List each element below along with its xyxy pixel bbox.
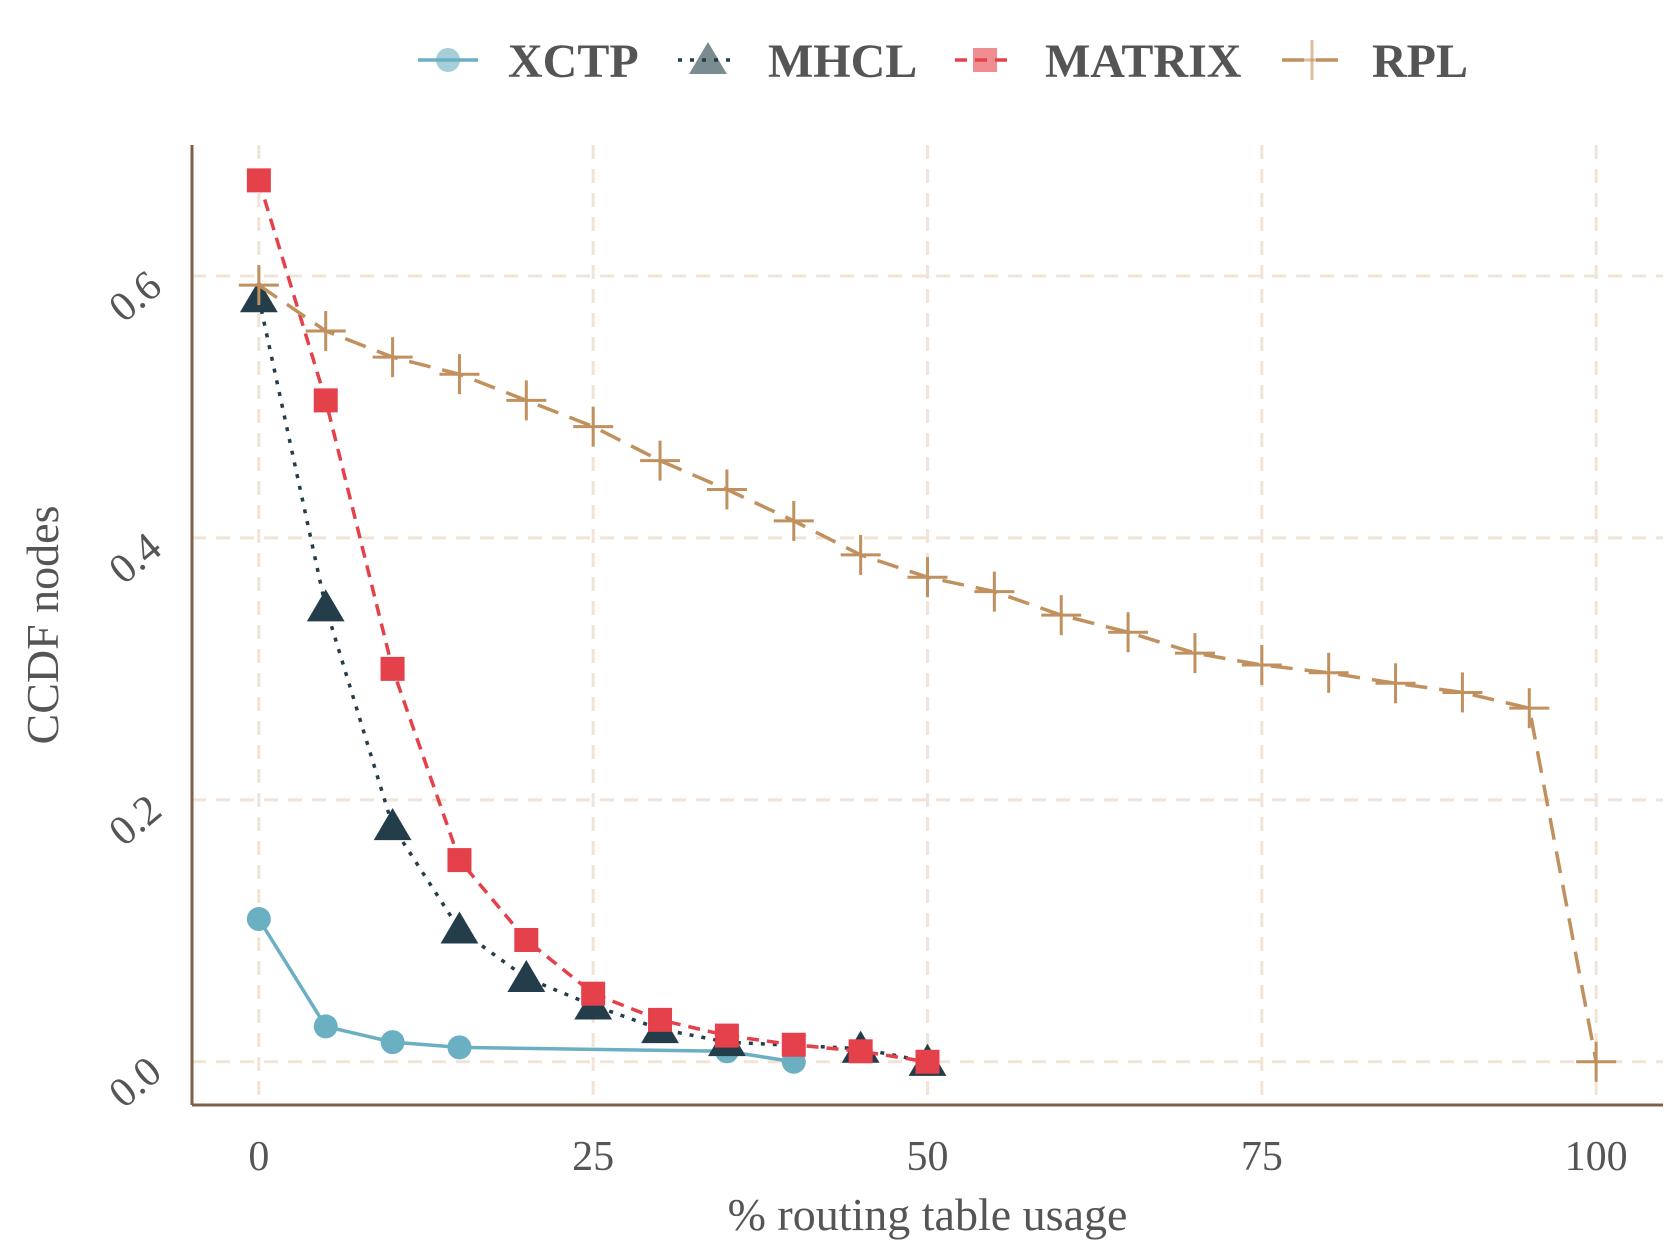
legend-label: MHCL	[768, 35, 917, 88]
data-point-rpl	[305, 310, 346, 351]
data-point-matrix	[246, 168, 271, 193]
x-tick-label: 50	[907, 1134, 949, 1180]
data-point-rpl	[372, 337, 413, 378]
y-tick-label: 0.2	[101, 786, 171, 855]
series-matrix	[246, 168, 940, 1074]
data-point-matrix	[514, 927, 539, 952]
data-point-matrix	[380, 656, 405, 681]
legend-swatch-marker	[689, 42, 727, 75]
legend-label: MATRIX	[1045, 35, 1242, 88]
data-point-rpl	[974, 571, 1015, 612]
data-point-xctp	[380, 1030, 405, 1055]
data-point-matrix	[313, 388, 338, 413]
data-point-mhcl	[306, 589, 345, 622]
data-point-rpl	[1108, 612, 1149, 653]
y-tick-label: 0.6	[101, 262, 171, 331]
x-axis-title: % routing table usage	[728, 1189, 1128, 1240]
grid	[192, 145, 1663, 1105]
series-layer	[238, 168, 1617, 1082]
data-point-xctp	[313, 1014, 338, 1039]
data-point-matrix	[648, 1007, 673, 1032]
data-point-xctp	[447, 1035, 472, 1060]
data-point-rpl	[1442, 672, 1483, 713]
x-tick-label: 100	[1565, 1134, 1628, 1180]
legend-item-mhcl: MHCL	[678, 35, 917, 88]
data-point-matrix	[714, 1023, 739, 1048]
y-tick-label: 0.0	[101, 1048, 171, 1117]
legend-swatch-marker	[436, 48, 460, 72]
data-point-rpl	[506, 380, 547, 421]
data-point-rpl	[1041, 595, 1082, 636]
data-point-rpl	[907, 557, 948, 598]
data-point-rpl	[840, 534, 881, 575]
legend-item-rpl: RPL	[1282, 35, 1468, 88]
legend-swatch-marker	[973, 48, 997, 72]
data-point-rpl	[640, 440, 681, 481]
legend-item-xctp: XCTP	[418, 35, 639, 88]
data-point-xctp	[246, 907, 271, 932]
data-point-rpl	[1375, 663, 1416, 704]
data-point-rpl	[773, 500, 814, 541]
data-point-rpl	[706, 469, 747, 510]
x-tick-label: 25	[572, 1134, 614, 1180]
y-tick-label: 0.4	[101, 524, 171, 593]
data-point-matrix	[848, 1039, 873, 1064]
data-point-rpl	[1308, 652, 1349, 693]
legend: XCTP MHCL MATRIX RPL	[418, 35, 1468, 88]
data-point-mhcl	[373, 808, 412, 841]
legend-item-matrix: MATRIX	[955, 35, 1242, 88]
data-point-rpl	[238, 265, 279, 306]
series-rpl	[238, 265, 1617, 1082]
legend-label: RPL	[1372, 35, 1468, 88]
data-point-rpl	[1509, 688, 1550, 729]
legend-swatch-marker	[1292, 40, 1332, 80]
x-tick-label: 75	[1241, 1134, 1283, 1180]
data-point-rpl	[439, 354, 480, 395]
legend-label: XCTP	[508, 35, 639, 88]
data-point-matrix	[581, 981, 606, 1006]
data-point-matrix	[781, 1032, 806, 1057]
data-point-matrix	[915, 1049, 940, 1074]
data-point-rpl	[1241, 644, 1282, 685]
data-point-mhcl	[440, 911, 479, 944]
y-axis-title: CCDF nodes	[17, 506, 68, 745]
data-point-rpl	[1174, 633, 1215, 674]
data-point-rpl	[1576, 1041, 1617, 1082]
axes	[190, 145, 1663, 1107]
data-point-matrix	[447, 848, 472, 873]
x-tick-label: 0	[248, 1134, 269, 1180]
series-line-matrix	[257, 179, 928, 1064]
data-point-rpl	[573, 406, 614, 447]
data-point-mhcl	[507, 959, 546, 993]
